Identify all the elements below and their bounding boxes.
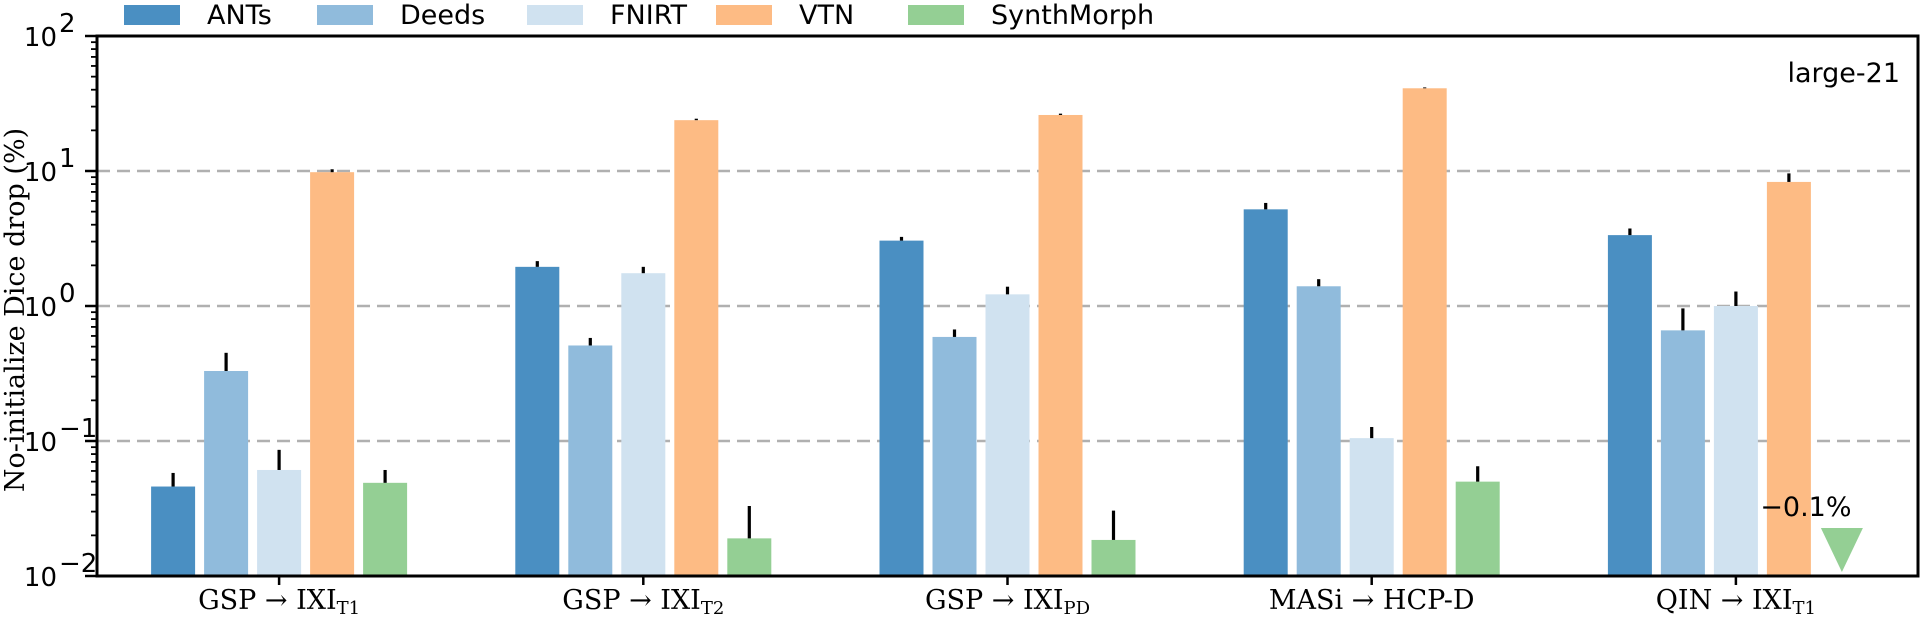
bar-fnirt-0 bbox=[257, 469, 302, 576]
bar-fnirt-3 bbox=[1349, 438, 1394, 576]
y-tick-exponent: 0 bbox=[59, 279, 76, 309]
x-tick-label: GSP → IXIPD bbox=[925, 585, 1090, 619]
x-tick-label: MASi → HCP-D bbox=[1269, 585, 1475, 616]
bar-deeds-3 bbox=[1296, 286, 1341, 576]
bar-synthmorph-0 bbox=[363, 482, 408, 576]
legend-swatch-ants bbox=[124, 5, 180, 25]
bar-ants-4 bbox=[1607, 235, 1652, 576]
bar-vtn-4 bbox=[1766, 181, 1811, 577]
legend-swatch-synthmorph bbox=[908, 5, 964, 25]
bar-vtn-0 bbox=[310, 172, 355, 576]
legend: ANTs Deeds FNIRT VTN SynthMorph bbox=[124, 0, 1154, 31]
bar-ants-2 bbox=[879, 240, 924, 577]
x-tick-label-subscript: T1 bbox=[1793, 598, 1816, 619]
legend-label-vtn: VTN bbox=[799, 0, 854, 31]
axes bbox=[85, 34, 1920, 585]
bar-synthmorph-1 bbox=[727, 538, 772, 576]
y-tick-label: 10 bbox=[24, 23, 57, 53]
y-tick-exponent: −2 bbox=[59, 549, 97, 579]
y-tick-exponent: 1 bbox=[59, 144, 76, 174]
legend-label-synthmorph: SynthMorph bbox=[991, 0, 1154, 31]
bar-fnirt-4 bbox=[1713, 306, 1758, 576]
bar-vtn-3 bbox=[1402, 88, 1447, 577]
bars bbox=[151, 88, 1863, 577]
y-axis-label: No-initialize Dice drop (%) bbox=[0, 128, 31, 492]
error-bars bbox=[171, 87, 1791, 540]
legend-label-fnirt: FNIRT bbox=[610, 0, 687, 31]
y-tick-label: 10 bbox=[24, 428, 57, 458]
x-tick-label: QIN → IXIT1 bbox=[1656, 585, 1816, 619]
bar-deeds-2 bbox=[932, 336, 977, 576]
x-tick-label-subscript: T1 bbox=[337, 598, 360, 619]
bar-fnirt-1 bbox=[621, 273, 666, 576]
x-tick-label: GSP → IXIT1 bbox=[198, 585, 360, 619]
legend-swatch-deeds bbox=[317, 5, 373, 25]
bar-deeds-0 bbox=[204, 371, 249, 576]
x-tick-label-subscript: PD bbox=[1064, 598, 1091, 619]
legend-swatch-vtn bbox=[716, 5, 772, 25]
legend-label-ants: ANTs bbox=[207, 0, 272, 31]
x-tick-label-subscript: T2 bbox=[701, 598, 724, 619]
bar-synthmorph-3 bbox=[1455, 481, 1500, 576]
bar-ants-1 bbox=[515, 266, 560, 576]
y-tick-label: 10 bbox=[24, 563, 57, 593]
bar-vtn-2 bbox=[1038, 114, 1083, 576]
y-tick-label: 10 bbox=[24, 158, 57, 188]
negative-value-marker bbox=[1820, 528, 1863, 572]
y-tick-exponent: −1 bbox=[59, 414, 97, 444]
bar-ants-0 bbox=[151, 486, 196, 576]
negative-value-label: −0.1% bbox=[1760, 492, 1851, 523]
bar-deeds-4 bbox=[1660, 330, 1705, 576]
panel-annotation: large-21 bbox=[1787, 58, 1900, 89]
bar-synthmorph-2 bbox=[1091, 539, 1136, 576]
bar-fnirt-2 bbox=[985, 294, 1030, 576]
bar-vtn-1 bbox=[674, 120, 719, 576]
legend-swatch-fnirt bbox=[527, 5, 583, 25]
y-tick-label: 10 bbox=[24, 293, 57, 323]
bar-deeds-1 bbox=[568, 345, 613, 576]
bar-ants-3 bbox=[1243, 209, 1288, 577]
x-tick-label: GSP → IXIT2 bbox=[562, 585, 724, 619]
y-tick-exponent: 2 bbox=[59, 9, 76, 39]
legend-label-deeds: Deeds bbox=[400, 0, 485, 31]
